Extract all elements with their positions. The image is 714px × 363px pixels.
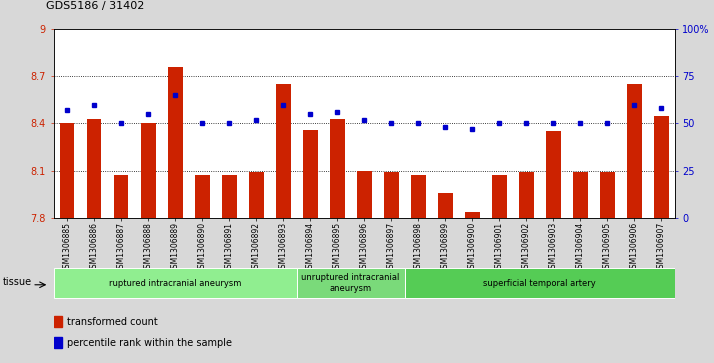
- Bar: [114, 175, 129, 218]
- Text: GDS5186 / 31402: GDS5186 / 31402: [46, 1, 145, 11]
- Text: transformed count: transformed count: [67, 317, 158, 327]
- Bar: [357, 171, 371, 218]
- Bar: [600, 172, 615, 218]
- FancyBboxPatch shape: [296, 269, 405, 298]
- Bar: [492, 175, 507, 218]
- Bar: [141, 123, 156, 218]
- Bar: [54, 337, 63, 348]
- Bar: [411, 175, 426, 218]
- Bar: [86, 119, 101, 218]
- Bar: [276, 84, 291, 218]
- Bar: [330, 119, 345, 218]
- Text: percentile rank within the sample: percentile rank within the sample: [67, 338, 232, 347]
- Bar: [627, 84, 642, 218]
- FancyBboxPatch shape: [54, 269, 296, 298]
- Bar: [573, 172, 588, 218]
- Bar: [248, 172, 263, 218]
- Bar: [195, 175, 209, 218]
- Text: ruptured intracranial aneurysm: ruptured intracranial aneurysm: [109, 279, 241, 287]
- Bar: [60, 123, 74, 218]
- Bar: [519, 172, 533, 218]
- Bar: [654, 115, 668, 218]
- FancyBboxPatch shape: [405, 269, 675, 298]
- Bar: [54, 316, 63, 327]
- Bar: [383, 172, 398, 218]
- Bar: [221, 175, 236, 218]
- Text: unruptured intracranial
aneurysm: unruptured intracranial aneurysm: [301, 273, 400, 293]
- Bar: [303, 130, 318, 218]
- Bar: [168, 67, 183, 218]
- Bar: [465, 212, 480, 218]
- Bar: [545, 131, 560, 218]
- Text: tissue: tissue: [3, 277, 32, 286]
- Text: superficial temporal artery: superficial temporal artery: [483, 279, 596, 287]
- Bar: [438, 193, 453, 218]
